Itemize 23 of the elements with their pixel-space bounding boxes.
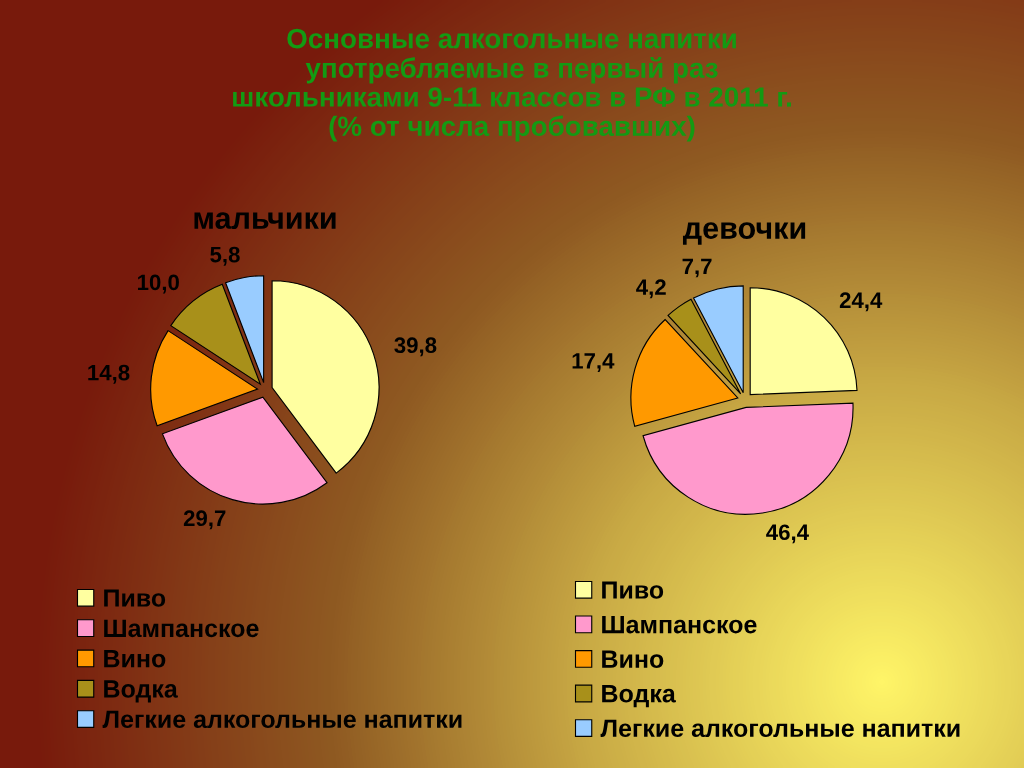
data-label: 29,7 [183,510,226,530]
legend-label: Пиво [104,589,166,607]
legend-label: Пиво [602,581,664,599]
chart-subtitle: девочки [682,222,806,245]
legend-label: Легкие алкогольные напитки [600,719,960,738]
chart-title: Основные алкогольные напитки употребляемые в первый раз школьниками 9-11 классов в РФ в 2011 г. (% от числа пробовавших) [233,28,791,142]
data-label: 17,4 [572,353,615,372]
data-label: 14,8 [88,364,130,384]
data-label: 46,4 [766,524,809,544]
data-label: 39,8 [394,337,437,357]
data-label: 5,8 [210,246,240,266]
legend-label: Водка [104,680,178,703]
data-label: 7,7 [682,258,712,278]
data-label: 24,4 [839,292,883,312]
legend-label: Легкие алкогольные напитки [102,710,462,729]
legend-label: Вино [602,650,664,668]
legend-label: Шампанское [602,615,757,634]
data-label: 4,2 [636,279,666,299]
legend-label: Вино [104,650,166,668]
data-label: 10,0 [138,274,179,294]
legend-label: Шампанское [104,619,259,638]
chart-subtitle: мальчики [194,212,336,229]
legend-label: Водка [602,685,676,708]
